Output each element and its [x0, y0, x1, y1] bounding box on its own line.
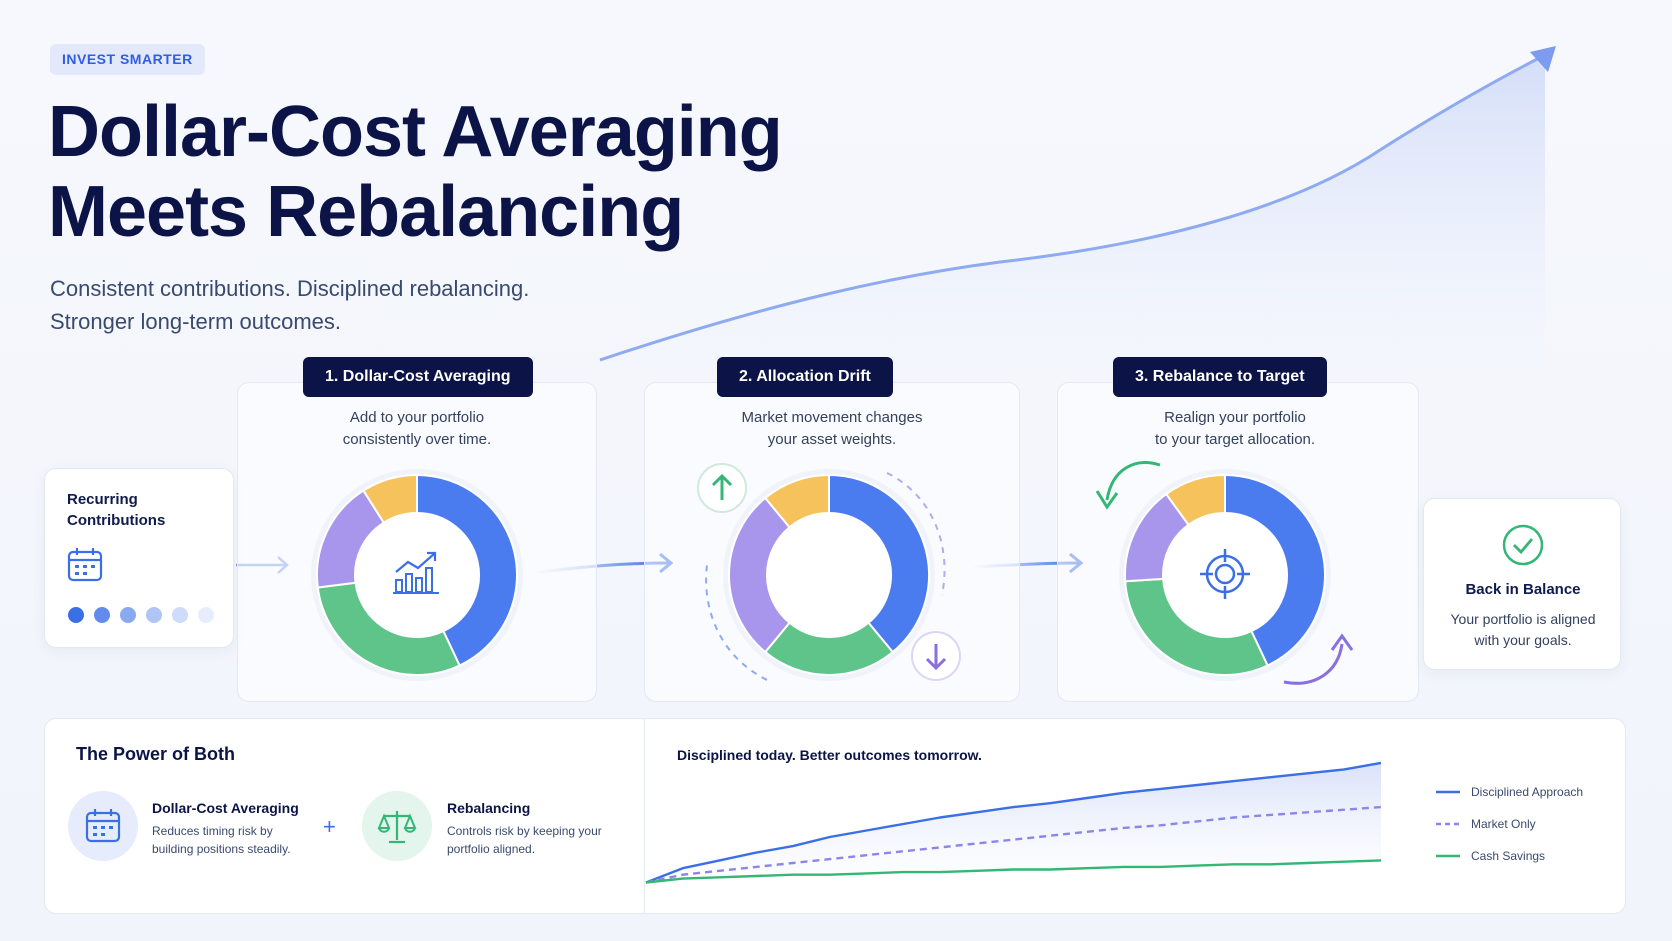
background-growth-arrow: [599, 46, 1556, 400]
arrow-up-icon: [697, 463, 747, 513]
target-icon: [1200, 549, 1250, 599]
balance-text: Your portfolio is aligned with your goal…: [1424, 609, 1622, 651]
step1-segment-1: [316, 581, 461, 676]
power-of-both-title: The Power of Both: [76, 744, 235, 764]
drift-dashed-ring: [705, 472, 946, 681]
series-line-disciplined-approach: [645, 761, 1382, 884]
legend-swatch: [1436, 790, 1460, 794]
subtitle-line-1: Consistent contributions. Disciplined re…: [50, 276, 530, 301]
step-desc-1-line-1: Add to your portfolio: [349, 409, 485, 426]
feature-text-dca: Reduces timing risk by building position…: [152, 822, 291, 858]
feature-text-rebalancing: Controls risk by keeping your portfolio …: [447, 822, 602, 858]
step1-segment-0: [416, 473, 518, 667]
step-desc-2-line-2: your asset weights.: [767, 431, 897, 448]
contribution-dot: [146, 607, 162, 623]
feature-text-dca-line-2: building positions steadily.: [152, 842, 291, 856]
calendar-icon: [67, 548, 103, 582]
outcomes-line-chart: [645, 761, 1382, 884]
step-label-3: 3. Rebalance to Target: [1113, 357, 1327, 397]
calendar-icon: [85, 809, 121, 843]
step-desc-3-line-2: to your target allocation.: [1154, 431, 1316, 448]
legend-item: Disciplined Approach: [1435, 782, 1583, 802]
step3-allocation-donut: [1119, 469, 1331, 681]
step2-segment-2: [728, 496, 791, 654]
step-desc-3: Realign your portfolio to your target al…: [1080, 407, 1390, 451]
series-line-market-only: [645, 805, 1382, 884]
step-desc-3-line-1: Realign your portfolio: [1164, 409, 1306, 426]
feature-text-dca-line-1: Reduces timing risk by: [152, 824, 273, 838]
feature-icon-circle-rebalancing: [362, 791, 432, 861]
balance-title: Back in Balance: [1465, 581, 1581, 598]
contribution-dots: [68, 607, 214, 623]
scale-icon: [377, 811, 417, 844]
panel-divider: [644, 719, 645, 913]
rebalance-arrow-purple-icon: [1283, 633, 1354, 685]
feature-text-rebalancing-line-1: Controls risk by keeping your: [447, 824, 602, 838]
feature-icon-circle-dca: [68, 791, 138, 861]
step-desc-2: Market movement changes your asset weigh…: [677, 407, 987, 451]
recurring-title: Recurring Contributions: [67, 489, 165, 531]
header-badge: INVEST SMARTER: [50, 44, 205, 75]
step1-segment-3: [362, 473, 418, 525]
step3-segment-3: [1164, 473, 1226, 527]
step2-segment-0: [828, 473, 930, 654]
feature-title-rebalancing: Rebalancing: [447, 800, 531, 816]
page-title: Dollar-Cost Averaging Meets Rebalancing: [48, 92, 948, 252]
chart-area-fill: [646, 762, 1381, 883]
series-line-cash-savings: [645, 859, 1382, 884]
recurring-title-line-1: Recurring: [67, 491, 138, 508]
step-label-1: 1. Dollar-Cost Averaging: [303, 357, 533, 397]
step1-allocation-donut: [311, 469, 523, 681]
recurring-contributions-card: Recurring Contributions: [44, 468, 234, 648]
step2-allocation-donut: [723, 469, 935, 681]
chart-title: Disciplined today. Better outcomes tomor…: [677, 747, 982, 763]
step3-segment-1: [1124, 577, 1269, 676]
rebalance-arrow-green-icon: [1095, 461, 1161, 510]
legend-label: Market Only: [1471, 817, 1536, 831]
step-label-2: 2. Allocation Drift: [717, 357, 893, 397]
recurring-title-line-2: Contributions: [67, 512, 166, 529]
legend-label: Disciplined Approach: [1471, 785, 1584, 799]
subtitle-line-2: Stronger long-term outcomes.: [50, 309, 342, 334]
step1-center: [356, 514, 478, 636]
contribution-dot: [68, 607, 84, 623]
step-desc-1: Add to your portfolio consistently over …: [262, 407, 572, 451]
balance-text-line-2: with your goals.: [1474, 632, 1572, 648]
contribution-dot: [198, 607, 214, 623]
step-desc-2-line-1: Market movement changes: [741, 409, 923, 426]
back-in-balance-card: Back in Balance Your portfolio is aligne…: [1423, 498, 1621, 670]
chart-legend: Disciplined Approach Market Only Cash Savi…: [1435, 782, 1615, 882]
feature-text-rebalancing-line-2: portfolio aligned.: [447, 842, 536, 856]
plus-sign: +: [323, 814, 336, 839]
step3-segment-0: [1224, 473, 1326, 667]
step2-center: [768, 514, 890, 636]
step2-segment-3: [763, 473, 830, 529]
contribution-dot: [94, 607, 110, 623]
legend-swatch: [1436, 854, 1460, 858]
arrow-down-icon: [911, 631, 961, 681]
page-subtitle: Consistent contributions. Disciplined re…: [50, 272, 750, 338]
title-line-1: Dollar-Cost Averaging: [48, 92, 783, 172]
step-desc-1-line-2: consistently over time.: [342, 431, 492, 448]
contribution-dot: [172, 607, 188, 623]
feature-title-dca: Dollar-Cost Averaging: [152, 800, 299, 816]
legend-swatch: [1436, 822, 1460, 826]
title-line-2: Meets Rebalancing: [48, 172, 684, 252]
legend-item: Market Only: [1435, 814, 1536, 834]
check-circle-icon: [1502, 524, 1544, 566]
balance-text-line-1: Your portfolio is aligned: [1450, 611, 1596, 627]
step3-center: [1164, 514, 1286, 636]
contribution-dot: [120, 607, 136, 623]
growth-chart-icon: [393, 551, 439, 594]
legend-item: Cash Savings: [1435, 846, 1545, 866]
legend-label: Cash Savings: [1471, 849, 1546, 863]
